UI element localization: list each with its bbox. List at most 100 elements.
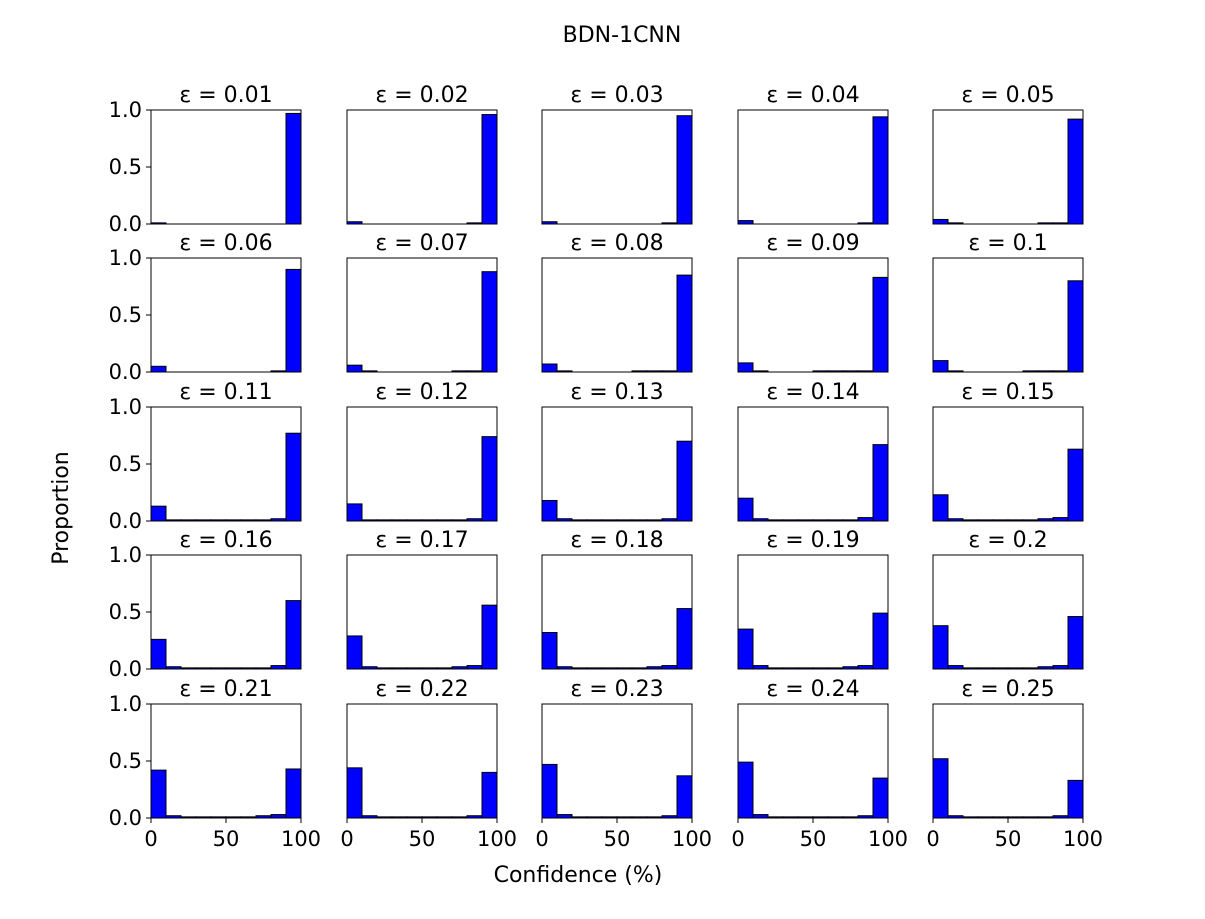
histogram-panel: ε = 0.25 0 50 100 bbox=[926, 677, 1103, 851]
histogram-bar bbox=[676, 775, 693, 819]
panel-title: ε = 0.2 bbox=[968, 528, 1047, 553]
histogram-panel: ε = 0.04 bbox=[737, 83, 889, 225]
x-tick-label: 100 bbox=[672, 827, 712, 851]
y-tick-label: 0.0 bbox=[109, 360, 142, 384]
x-tick-label: 50 bbox=[604, 827, 631, 851]
histogram-panel: ε = 0.01 0.0 0.5 1.0 bbox=[109, 83, 302, 236]
panel-frame bbox=[932, 109, 1084, 225]
histogram-bar bbox=[541, 499, 558, 522]
panel-title: ε = 0.13 bbox=[570, 380, 663, 405]
panel-frame bbox=[932, 257, 1084, 373]
histogram-bar bbox=[737, 761, 754, 819]
histogram-bar bbox=[932, 360, 949, 373]
histogram-panel: ε = 0.06 0.0 0.5 1.0 bbox=[109, 231, 302, 384]
histogram-bar bbox=[932, 625, 949, 670]
histogram-bar bbox=[541, 763, 558, 819]
histogram-panel: ε = 0.09 bbox=[737, 231, 889, 373]
histogram-bar bbox=[1067, 280, 1084, 373]
histogram-bar bbox=[947, 665, 964, 670]
y-tick-label: 1.0 bbox=[109, 395, 142, 419]
histogram-panel: ε = 0.02 bbox=[346, 83, 498, 225]
panel-frame bbox=[346, 406, 498, 522]
histogram-panel: ε = 0.17 bbox=[346, 528, 498, 670]
y-tick-label: 0.0 bbox=[109, 509, 142, 533]
panel-title: ε = 0.21 bbox=[179, 677, 272, 702]
histogram-bar bbox=[1067, 118, 1084, 225]
x-tick-label: 0 bbox=[144, 827, 157, 851]
histogram-bar bbox=[481, 114, 498, 225]
x-tick-label: 100 bbox=[281, 827, 321, 851]
y-tick-label: 1.0 bbox=[109, 246, 142, 270]
figure-title: BDN-1CNN bbox=[563, 23, 682, 48]
histogram-bar bbox=[1052, 665, 1069, 670]
panel-title: ε = 0.24 bbox=[766, 677, 859, 702]
panel-frame bbox=[541, 109, 693, 225]
y-tick-label: 0.5 bbox=[109, 749, 142, 773]
histogram-bar bbox=[676, 115, 693, 225]
histogram-bar bbox=[1067, 616, 1084, 670]
panel-frame bbox=[932, 406, 1084, 522]
histogram-panel: ε = 0.14 bbox=[737, 380, 889, 522]
histogram-panel: ε = 0.11 0.0 0.5 1.0 bbox=[109, 380, 302, 533]
y-tick-label: 0.5 bbox=[109, 155, 142, 179]
histogram-panel: ε = 0.22 0 50 100 bbox=[340, 677, 517, 851]
histogram-bar bbox=[466, 665, 483, 670]
panel-title: ε = 0.11 bbox=[179, 380, 272, 405]
x-tick-label: 100 bbox=[868, 827, 908, 851]
histogram-bar bbox=[1067, 448, 1084, 522]
histogram-bar bbox=[857, 665, 874, 670]
histogram-bar bbox=[285, 432, 302, 522]
y-tick-label: 0.5 bbox=[109, 452, 142, 476]
histogram-bar bbox=[872, 777, 889, 819]
histogram-bar bbox=[1067, 779, 1084, 819]
y-tick-label: 1.0 bbox=[109, 98, 142, 122]
histogram-panel: ε = 0.15 bbox=[932, 380, 1084, 522]
histogram-bar bbox=[737, 497, 754, 522]
histogram-panel: ε = 0.19 bbox=[737, 528, 889, 670]
histogram-bar bbox=[150, 505, 167, 522]
panels-group: ε = 0.01 0.0 0.5 1.0 ε = 0.02 ε = 0.03 ε = 0.0… bbox=[109, 83, 1103, 851]
panel-frame bbox=[737, 554, 889, 670]
histogram-bar bbox=[872, 444, 889, 522]
x-tick-label: 50 bbox=[995, 827, 1022, 851]
panel-title: ε = 0.02 bbox=[375, 83, 468, 108]
histogram-bar bbox=[481, 604, 498, 670]
histogram-bar bbox=[285, 768, 302, 819]
histogram-bar bbox=[737, 220, 754, 225]
panel-title: ε = 0.01 bbox=[179, 83, 272, 108]
panel-title: ε = 0.09 bbox=[766, 231, 859, 256]
panel-title: ε = 0.04 bbox=[766, 83, 859, 108]
x-tick-label: 0 bbox=[340, 827, 353, 851]
histogram-bar bbox=[150, 769, 167, 819]
y-tick-label: 0.5 bbox=[109, 303, 142, 327]
panel-title: ε = 0.12 bbox=[375, 380, 468, 405]
panel-title: ε = 0.17 bbox=[375, 528, 468, 553]
histogram-panel: ε = 0.24 0 50 100 bbox=[731, 677, 908, 851]
histogram-panel: ε = 0.16 0.0 0.5 1.0 bbox=[109, 528, 302, 681]
histogram-panel: ε = 0.21 0.0 0.5 1.0 0 50 100 bbox=[109, 677, 321, 851]
histogram-panel: ε = 0.1 bbox=[932, 231, 1084, 373]
x-tick-label: 0 bbox=[535, 827, 548, 851]
panel-title: ε = 0.19 bbox=[766, 528, 859, 553]
histogram-bar bbox=[857, 517, 874, 522]
histogram-bar bbox=[1052, 517, 1069, 522]
panel-title: ε = 0.06 bbox=[179, 231, 272, 256]
panel-title: ε = 0.1 bbox=[968, 231, 1047, 256]
panel-frame bbox=[737, 257, 889, 373]
histogram-bar bbox=[481, 271, 498, 373]
panel-frame bbox=[737, 406, 889, 522]
histogram-panel: ε = 0.08 bbox=[541, 231, 693, 373]
panel-frame bbox=[541, 406, 693, 522]
y-tick-label: 1.0 bbox=[109, 543, 142, 567]
histogram-panel: ε = 0.03 bbox=[541, 83, 693, 225]
x-tick-label: 50 bbox=[213, 827, 240, 851]
histogram-bar bbox=[872, 116, 889, 225]
histogram-bar bbox=[346, 767, 363, 819]
y-tick-label: 0.5 bbox=[109, 600, 142, 624]
panel-title: ε = 0.03 bbox=[570, 83, 663, 108]
histogram-bar bbox=[737, 628, 754, 670]
panel-title: ε = 0.23 bbox=[570, 677, 663, 702]
panel-title: ε = 0.05 bbox=[961, 83, 1054, 108]
panel-title: ε = 0.18 bbox=[570, 528, 663, 553]
